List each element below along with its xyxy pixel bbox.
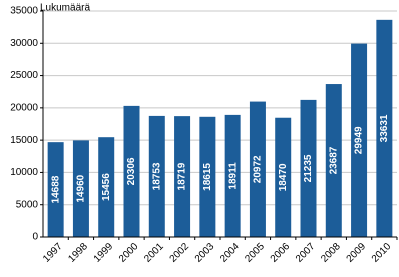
value-label: 20306 xyxy=(126,157,137,185)
x-tick-label: 2006 xyxy=(269,241,293,265)
x-tick-label: 2009 xyxy=(345,241,369,265)
y-axis-label: Lukumäärä xyxy=(40,3,90,14)
x-tick-label: 2004 xyxy=(218,241,242,265)
bar xyxy=(376,19,393,237)
y-tick-label: 5000 xyxy=(16,199,39,210)
y-tick-label: 10000 xyxy=(10,167,38,178)
y-tick-label: 25000 xyxy=(10,70,38,81)
value-label: 33631 xyxy=(379,114,390,142)
bar xyxy=(351,43,368,238)
bar xyxy=(300,99,317,237)
bar xyxy=(148,115,165,237)
x-tick-label: 1998 xyxy=(66,241,90,265)
bar xyxy=(98,137,115,237)
x-tick-label: 2005 xyxy=(243,241,267,265)
x-tick-label: 2010 xyxy=(370,241,394,265)
y-tick-label: 20000 xyxy=(10,102,38,113)
bar xyxy=(275,117,292,237)
x-tick-label: 1999 xyxy=(92,241,116,265)
bar xyxy=(249,101,266,237)
value-label: 14688 xyxy=(50,175,61,203)
bar xyxy=(47,142,64,237)
bar xyxy=(325,84,342,238)
x-tick-label: 2008 xyxy=(319,241,343,265)
value-label: 15456 xyxy=(101,173,112,201)
bar xyxy=(174,116,191,237)
value-label: 20972 xyxy=(253,155,264,183)
x-tick-label: 2000 xyxy=(117,241,141,265)
value-label: 18470 xyxy=(278,163,289,191)
y-tick-label: 30000 xyxy=(10,38,38,49)
value-label: 23687 xyxy=(328,146,339,174)
y-tick-label: 0 xyxy=(32,232,38,243)
value-label: 18753 xyxy=(151,162,162,190)
y-tick-label: 15000 xyxy=(10,135,38,146)
bar xyxy=(123,105,140,237)
x-tick-label: 2002 xyxy=(168,241,192,265)
bar xyxy=(224,114,241,237)
bar xyxy=(72,140,89,237)
value-label: 14960 xyxy=(76,174,87,202)
x-tick-label: 2001 xyxy=(142,241,166,265)
y-tick-label: 35000 xyxy=(10,6,38,17)
x-tick-label: 2007 xyxy=(294,241,318,265)
value-label: 21235 xyxy=(303,154,314,182)
x-tick-label: 2003 xyxy=(193,241,217,265)
x-tick-label: 1997 xyxy=(41,241,65,265)
value-label: 18911 xyxy=(227,162,238,190)
bar xyxy=(199,116,216,237)
value-label: 18615 xyxy=(202,163,213,191)
value-label: 18719 xyxy=(177,162,188,190)
value-label: 29949 xyxy=(354,126,365,154)
